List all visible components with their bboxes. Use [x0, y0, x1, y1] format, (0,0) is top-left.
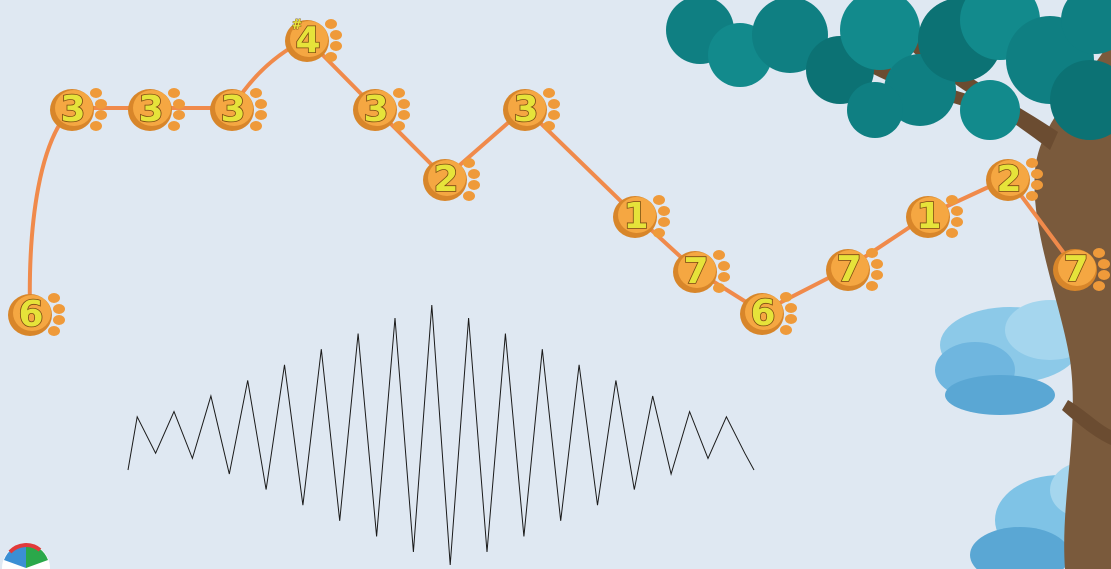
- sound-wave-line: [127, 304, 755, 566]
- paw-print-icon: [353, 88, 410, 131]
- note-digit: 3: [513, 89, 538, 130]
- melody-note: 6: [740, 292, 797, 335]
- paw-print-icon: [986, 158, 1043, 201]
- paw-print-icon: [50, 88, 107, 131]
- note-digit: 7: [1063, 249, 1088, 290]
- note-digit: 6: [18, 294, 43, 335]
- melody-note: 6: [8, 293, 65, 336]
- melody-note: 1: [613, 195, 670, 238]
- paw-print-icon: [826, 248, 883, 291]
- melody-note: 3: [128, 88, 185, 131]
- note-digit: 3: [220, 89, 245, 130]
- paw-print-icon: [1053, 248, 1110, 291]
- note-digit: 2: [996, 159, 1021, 200]
- paw-print-icon: [8, 293, 65, 336]
- paw-print-icon: [210, 88, 267, 131]
- melody-note: 3: [353, 88, 410, 131]
- note-digit: 3: [363, 89, 388, 130]
- melody-note: 7: [1053, 248, 1110, 291]
- note-digit: 1: [623, 196, 648, 237]
- note-accidental: #: [292, 18, 303, 33]
- note-digit: 2: [433, 159, 458, 200]
- melody-note: 4#: [285, 18, 342, 62]
- paw-print-icon: [673, 250, 730, 293]
- note-digit: 1: [916, 196, 941, 237]
- note-digit: 7: [683, 251, 708, 292]
- paw-print-icon: [740, 292, 797, 335]
- note-digit: 7: [836, 249, 861, 290]
- melody-note: 2: [986, 158, 1043, 201]
- note-digit: 3: [138, 89, 163, 130]
- paw-print-icon: [128, 88, 185, 131]
- paw-print-icon: [906, 195, 963, 238]
- melody-note: 3: [503, 88, 560, 131]
- paw-print-icon: [285, 19, 342, 62]
- paw-print-icon: [613, 195, 670, 238]
- melody-note: 2: [423, 158, 480, 201]
- melody-note: 3: [210, 88, 267, 131]
- note-digit: 3: [60, 89, 85, 130]
- note-digit: 4: [295, 20, 320, 61]
- paw-print-icon: [503, 88, 560, 131]
- tree-leaves: [666, 0, 1111, 140]
- melody-note: 3: [50, 88, 107, 131]
- melody-note: 7: [673, 250, 730, 293]
- melody-note: 1: [906, 195, 963, 238]
- note-digit: 6: [750, 293, 775, 334]
- paw-print-icon: [423, 158, 480, 201]
- melody-note: 7: [826, 248, 883, 291]
